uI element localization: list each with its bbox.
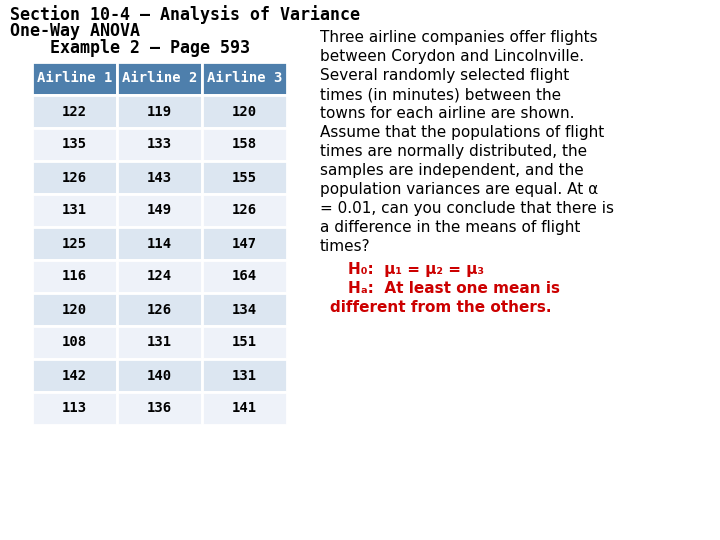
Bar (117, 392, 202, 425)
Bar (32, 359, 117, 392)
Text: 108: 108 (62, 335, 87, 349)
Bar (202, 95, 287, 128)
Text: 119: 119 (147, 105, 172, 118)
Bar (117, 194, 202, 227)
Text: 141: 141 (232, 402, 257, 415)
Bar (117, 293, 202, 326)
Text: 131: 131 (232, 368, 257, 382)
Bar (202, 128, 287, 161)
Bar (32, 194, 117, 227)
Bar (32, 392, 117, 425)
Text: 135: 135 (62, 138, 87, 152)
Bar (202, 260, 287, 293)
Bar (202, 359, 287, 392)
Text: 149: 149 (147, 204, 172, 218)
Bar (202, 194, 287, 227)
Bar (32, 326, 117, 359)
Text: 131: 131 (147, 335, 172, 349)
Bar (117, 161, 202, 194)
Text: One-Way ANOVA: One-Way ANOVA (10, 22, 140, 40)
Bar (32, 95, 117, 128)
Text: 125: 125 (62, 237, 87, 251)
Text: 116: 116 (62, 269, 87, 284)
Text: Several randomly selected flight: Several randomly selected flight (320, 68, 570, 83)
Text: times (in minutes) between the: times (in minutes) between the (320, 87, 561, 102)
Text: 126: 126 (62, 171, 87, 185)
Text: H₀:  μ₁ = μ₂ = μ₃: H₀: μ₁ = μ₂ = μ₃ (348, 262, 484, 277)
Text: 143: 143 (147, 171, 172, 185)
Text: 113: 113 (62, 402, 87, 415)
Text: 126: 126 (147, 302, 172, 316)
Text: 151: 151 (232, 335, 257, 349)
Text: population variances are equal. At α: population variances are equal. At α (320, 182, 598, 197)
Text: 136: 136 (147, 402, 172, 415)
Text: Hₐ:  At least one mean is: Hₐ: At least one mean is (348, 281, 560, 296)
Text: Airline 3: Airline 3 (207, 71, 282, 85)
Bar (32, 161, 117, 194)
Bar (32, 260, 117, 293)
Text: Airline 2: Airline 2 (122, 71, 197, 85)
Bar (117, 95, 202, 128)
Text: 120: 120 (232, 105, 257, 118)
Text: 134: 134 (232, 302, 257, 316)
Text: samples are independent, and the: samples are independent, and the (320, 163, 584, 178)
Text: Example 2 – Page 593: Example 2 – Page 593 (10, 39, 250, 57)
Bar (32, 293, 117, 326)
Bar (117, 359, 202, 392)
Text: Section 10-4 – Analysis of Variance: Section 10-4 – Analysis of Variance (10, 5, 360, 24)
Bar (117, 62, 202, 95)
Bar (202, 293, 287, 326)
Bar (117, 128, 202, 161)
Bar (202, 392, 287, 425)
Bar (117, 260, 202, 293)
Text: 126: 126 (232, 204, 257, 218)
Text: towns for each airline are shown.: towns for each airline are shown. (320, 106, 575, 121)
Text: 114: 114 (147, 237, 172, 251)
Text: 158: 158 (232, 138, 257, 152)
Text: Three airline companies offer flights: Three airline companies offer flights (320, 30, 598, 45)
Text: different from the others.: different from the others. (330, 300, 552, 315)
Text: 133: 133 (147, 138, 172, 152)
Text: times?: times? (320, 239, 371, 254)
Bar (202, 62, 287, 95)
Bar (32, 128, 117, 161)
Text: 140: 140 (147, 368, 172, 382)
Text: 164: 164 (232, 269, 257, 284)
Text: between Corydon and Lincolnville.: between Corydon and Lincolnville. (320, 49, 584, 64)
Text: Assume that the populations of flight: Assume that the populations of flight (320, 125, 604, 140)
Text: times are normally distributed, the: times are normally distributed, the (320, 144, 587, 159)
Text: = 0.01, can you conclude that there is: = 0.01, can you conclude that there is (320, 201, 614, 216)
Text: 124: 124 (147, 269, 172, 284)
Text: 122: 122 (62, 105, 87, 118)
Text: 120: 120 (62, 302, 87, 316)
Bar (202, 161, 287, 194)
Text: 142: 142 (62, 368, 87, 382)
Bar (202, 326, 287, 359)
Bar (32, 227, 117, 260)
Bar (117, 227, 202, 260)
Text: 155: 155 (232, 171, 257, 185)
Text: 147: 147 (232, 237, 257, 251)
Text: Airline 1: Airline 1 (37, 71, 112, 85)
Text: a difference in the means of flight: a difference in the means of flight (320, 220, 580, 235)
Bar (32, 62, 117, 95)
Bar (117, 326, 202, 359)
Bar (202, 227, 287, 260)
Text: 131: 131 (62, 204, 87, 218)
